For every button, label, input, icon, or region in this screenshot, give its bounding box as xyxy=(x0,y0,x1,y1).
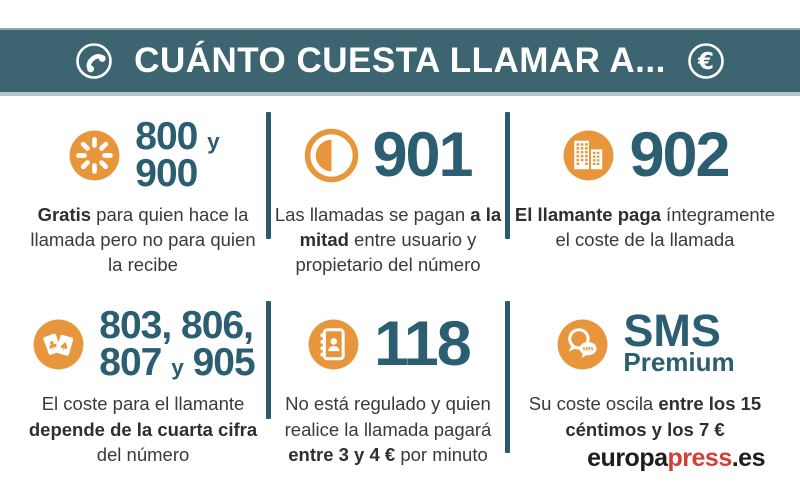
half-circle-icon xyxy=(304,128,359,183)
card-number: 800 y 900 xyxy=(135,114,219,195)
card-head: 800 y 900 xyxy=(67,112,220,198)
contacts-book-icon xyxy=(306,317,361,372)
card-head: ♣ ♠ 803, 806, 807 y 905 xyxy=(31,301,256,387)
card-number: 902 xyxy=(629,119,730,190)
card-number: SMS Premium xyxy=(623,304,735,377)
card-description: El llamante paga íntegramente el coste d… xyxy=(514,204,776,251)
card-description: Gratis para quien hace la llamada pero n… xyxy=(30,204,256,276)
card-sms-premium: SMS SMS Premium Su coste oscila entre lo… xyxy=(513,301,777,441)
card-118: 118 No está regulado y quien realice la … xyxy=(274,301,502,466)
card-head: 118 xyxy=(306,301,472,387)
svg-text:€: € xyxy=(697,49,714,75)
card-head: 902 xyxy=(561,112,731,198)
card-description: Su coste oscila entre los 15 céntimos y … xyxy=(528,393,762,440)
card-number: 901 xyxy=(372,119,473,190)
svg-text:♣: ♣ xyxy=(46,338,60,354)
card-description: Las llamadas se pagan a la mitad entre u… xyxy=(274,204,502,276)
svg-text:SMS: SMS xyxy=(583,346,595,352)
card-902: 902 El llamante paga íntegramente el cos… xyxy=(513,112,777,252)
europapress-logo: europapress.es xyxy=(587,444,765,472)
card-description: El coste para el llamante depende de la … xyxy=(28,393,258,465)
divider xyxy=(266,112,271,239)
card-803-806-807-905: ♣ ♠ 803, 806, 807 y 905 El coste para el… xyxy=(23,301,263,466)
card-head: 901 xyxy=(304,112,474,198)
svg-text:♠: ♠ xyxy=(58,339,71,354)
divider xyxy=(266,301,271,420)
row-2: ♣ ♠ 803, 806, 807 y 905 El coste para el… xyxy=(0,301,800,466)
sms-chat-icon: SMS xyxy=(555,317,610,372)
dial-icon xyxy=(67,128,122,183)
card-number: 803, 806, 807 y 905 xyxy=(99,304,255,385)
row-1: 800 y 900 Gratis para quien hace la llam… xyxy=(0,112,800,277)
card-901: 901 Las llamadas se pagan a la mitad ent… xyxy=(274,112,502,277)
card-number: 118 xyxy=(374,309,472,380)
phone-icon xyxy=(74,41,114,81)
cards-icon: ♣ ♠ xyxy=(31,317,86,372)
card-description: No está regulado y quien realice la llam… xyxy=(284,393,492,465)
divider xyxy=(505,112,510,239)
buildings-icon xyxy=(561,128,616,183)
card-800-900: 800 y 900 Gratis para quien hace la llam… xyxy=(23,112,263,277)
page-title: CUÁNTO CUESTA LLAMAR A... xyxy=(134,41,666,80)
card-head: SMS SMS Premium xyxy=(555,301,735,387)
divider xyxy=(505,301,510,454)
euro-icon: € xyxy=(686,41,726,81)
header-bar: CUÁNTO CUESTA LLAMAR A... € xyxy=(0,28,800,96)
